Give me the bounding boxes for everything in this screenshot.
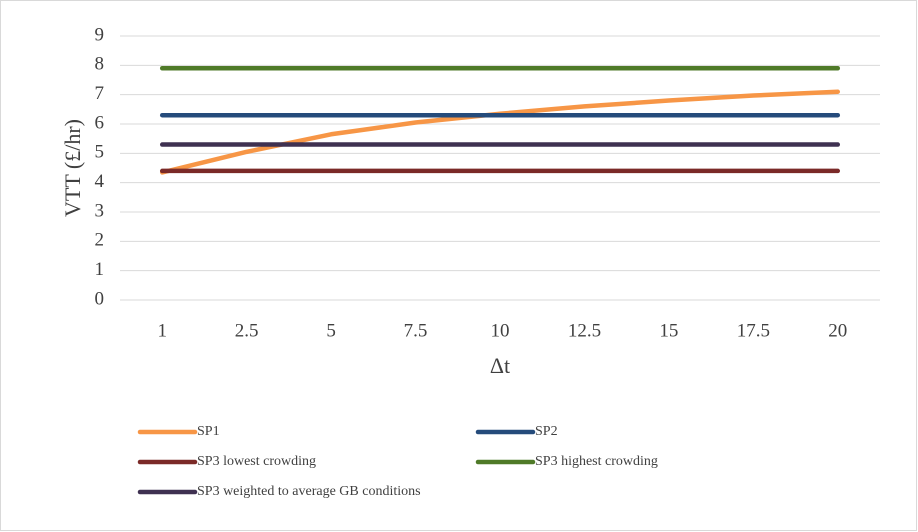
legend-label: SP3 lowest crowding: [197, 454, 316, 469]
legend-label: SP3 weighted to average GB conditions: [197, 484, 421, 499]
legend-label: SP3 highest crowding: [535, 454, 658, 469]
x-tick-label: 1: [157, 320, 167, 341]
y-axis-title: VTT (£/hr): [60, 119, 85, 217]
y-tick-label: 2: [95, 230, 105, 251]
y-tick-label: 8: [95, 54, 105, 75]
y-tick-label: 0: [95, 288, 105, 309]
y-tick-label: 6: [95, 112, 105, 133]
x-tick-label: 15: [659, 320, 678, 341]
x-tick-label: 7.5: [404, 320, 428, 341]
x-axis-title: Δt: [490, 353, 510, 378]
legend-label: SP1: [197, 424, 220, 439]
y-tick-label: 4: [95, 171, 105, 192]
x-tick-label: 2.5: [235, 320, 259, 341]
x-tick-label: 12.5: [568, 320, 601, 341]
x-tick-label: 20: [828, 320, 847, 341]
legend-label: SP2: [535, 424, 558, 439]
x-tick-label: 5: [326, 320, 336, 341]
y-tick-label: 3: [95, 200, 105, 221]
x-tick-label: 10: [491, 320, 510, 341]
x-tick-label: 17.5: [737, 320, 770, 341]
y-tick-label: 1: [95, 259, 105, 280]
y-tick-label: 9: [95, 24, 105, 45]
y-tick-label: 7: [95, 83, 105, 104]
y-tick-label: 5: [95, 142, 105, 163]
